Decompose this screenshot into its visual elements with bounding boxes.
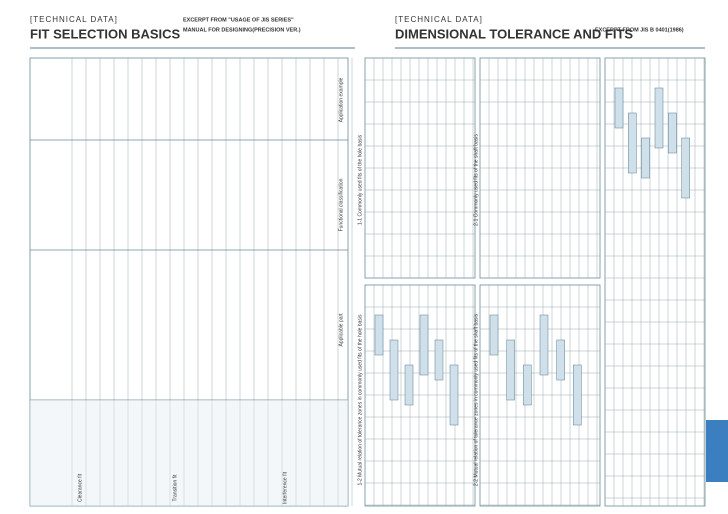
- tolerance-zone: [641, 137, 650, 179]
- tolerance-zone: [681, 137, 690, 199]
- header-title: FIT SELECTION BASICS: [30, 26, 181, 41]
- tolerance-zone: [389, 339, 399, 401]
- excerpt: MANUAL FOR DESIGNING(PRECISION VER.): [183, 27, 301, 33]
- section-title: 2-2 Mutual relation of tolerance zones i…: [473, 313, 479, 486]
- table-frame: [364, 284, 476, 507]
- tolerance-zone: [523, 364, 532, 406]
- tolerance-zone: [654, 87, 664, 149]
- fit-type: Clearance fit: [77, 473, 83, 502]
- tolerance-zone: [539, 314, 549, 376]
- tolerance-zone: [573, 364, 582, 426]
- tolerance-zone: [556, 339, 565, 381]
- header-band: [30, 400, 348, 506]
- tolerance-zone: [419, 314, 429, 376]
- tolerance-zone: [668, 112, 677, 154]
- tolerance-zone: [404, 364, 414, 406]
- fit-type: Interference fit: [282, 471, 288, 504]
- header-label: [TECHNICAL DATA]: [395, 15, 483, 24]
- column-heading: Application example: [338, 77, 344, 122]
- section-title: 2-1 Commonly used fits of the shaft basi…: [473, 134, 479, 226]
- section-title: 1-2 Mutual relation of tolerance zones i…: [357, 314, 363, 485]
- table-frame: [604, 57, 706, 507]
- tolerance-zone: [628, 112, 637, 174]
- header-label: [TECHNICAL DATA]: [30, 15, 118, 24]
- fit-type: Transition fit: [172, 474, 178, 502]
- tolerance-zone: [434, 339, 444, 381]
- section-title: 1-1 Commonly used fits of the hole basis: [357, 134, 363, 225]
- excerpt: EXCERPT FROM "USAGE OF JIS SERIES": [183, 17, 294, 23]
- tolerance-zone: [506, 339, 515, 401]
- header-title: DIMENSIONAL TOLERANCE AND FITS: [395, 26, 633, 41]
- excerpt: EXCERPT FROM JIS B 0401(1986): [595, 27, 684, 33]
- tolerance-zone: [614, 87, 624, 129]
- column-heading: Functional classification: [338, 178, 344, 231]
- table-frame: [479, 284, 601, 507]
- tolerance-zone: [374, 314, 384, 356]
- column-heading: Applicable part: [338, 313, 344, 347]
- tolerance-zone: [489, 314, 499, 356]
- tolerance-zone: [449, 364, 459, 426]
- page-tab: [706, 420, 728, 482]
